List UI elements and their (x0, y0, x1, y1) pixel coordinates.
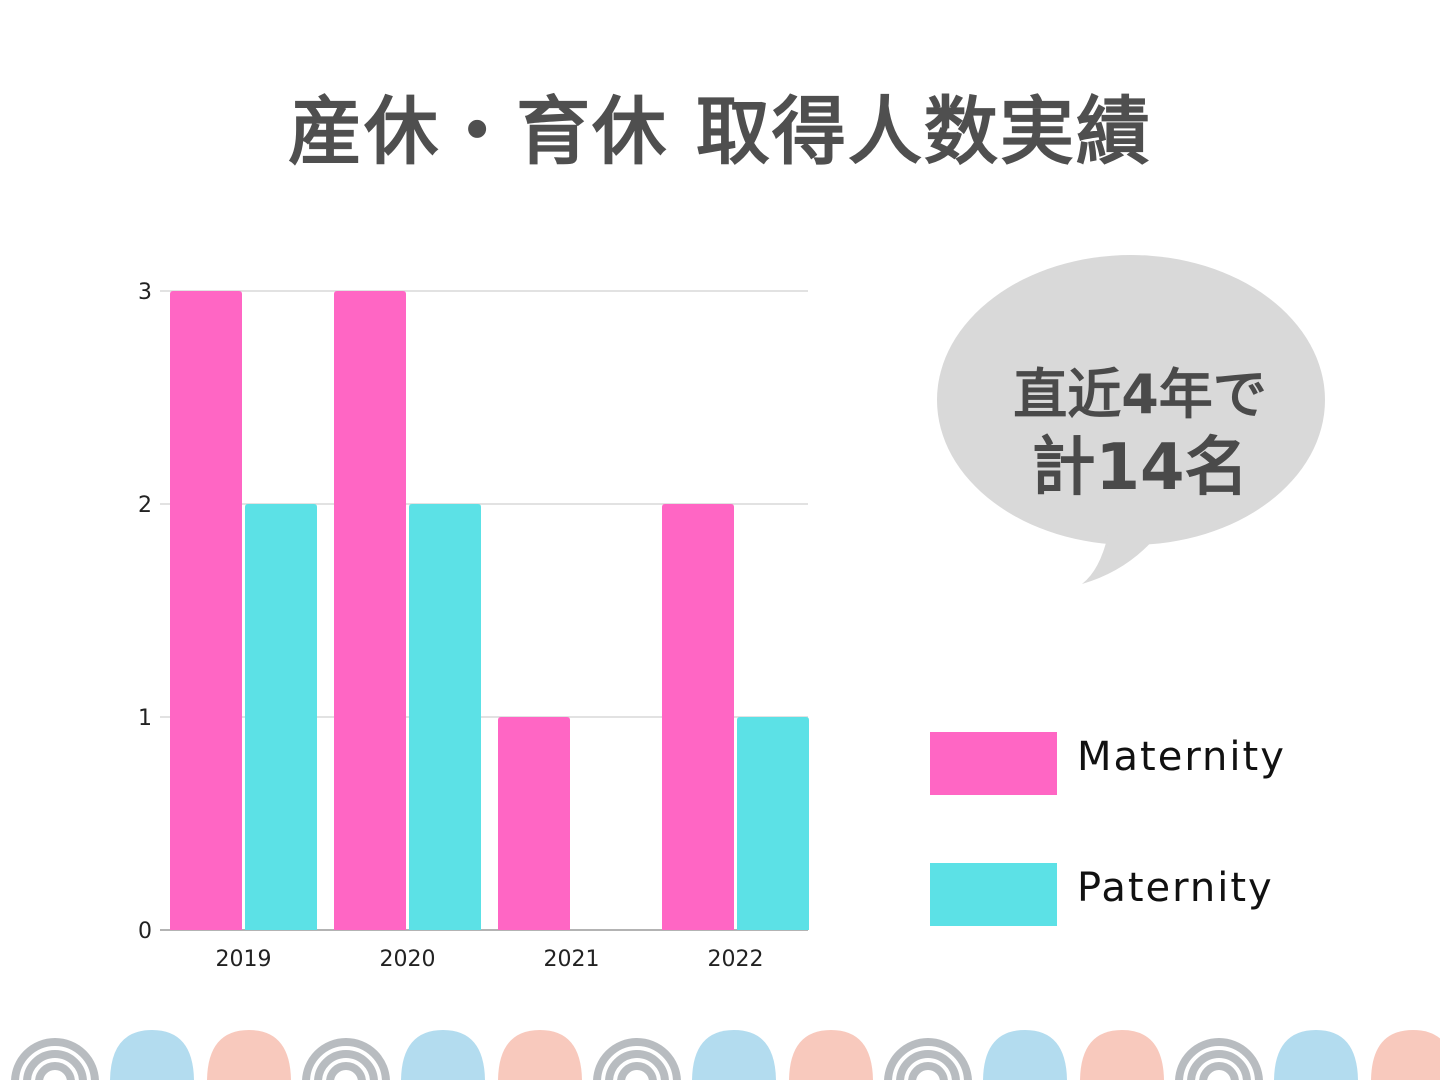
decor-dome (789, 1030, 873, 1080)
x-tick-label: 2019 (216, 947, 272, 972)
decor-dome (207, 1030, 291, 1080)
decor-dome (401, 1030, 485, 1080)
chart-title: 産休・育休 取得人数実績 (288, 89, 1152, 175)
y-tick-label: 3 (138, 280, 152, 305)
decor-arch (908, 1062, 948, 1080)
x-tick-label: 2022 (708, 947, 764, 972)
y-tick-label: 1 (138, 706, 152, 731)
legend-swatch-paternity (930, 863, 1057, 926)
decor-arch (593, 1038, 681, 1080)
decor-arch (896, 1050, 960, 1080)
decor-arch (11, 1038, 99, 1080)
bar-maternity-2021 (498, 717, 570, 930)
decor-arch (326, 1062, 366, 1080)
decor-dome (1080, 1030, 1164, 1080)
decor-dome (1274, 1030, 1358, 1080)
decor-arch (1199, 1062, 1239, 1080)
decor-arch (1187, 1050, 1251, 1080)
decor-arch (35, 1062, 75, 1080)
bar-maternity-2022 (662, 504, 734, 930)
y-tick-label: 0 (138, 919, 152, 944)
bubble-text-line1: 直近4年で (1013, 363, 1267, 426)
speech-bubble-body (937, 255, 1325, 545)
decor-arch (23, 1050, 87, 1080)
bar-paternity-2019 (245, 504, 317, 930)
bar-maternity-2019 (170, 291, 242, 930)
bar-paternity-2022 (737, 717, 809, 930)
x-tick-label: 2021 (544, 947, 600, 972)
decor-dome (498, 1030, 582, 1080)
x-tick-label: 2020 (380, 947, 436, 972)
decor-dome (692, 1030, 776, 1080)
decor-arch (605, 1050, 669, 1080)
bubble-text-line2: 計14名 (1031, 431, 1249, 505)
decor-arch (314, 1050, 378, 1080)
decor-arch (617, 1062, 657, 1080)
decor-arch (1175, 1038, 1263, 1080)
legend-label-paternity: Paternity (1077, 865, 1274, 911)
decor-dome (110, 1030, 194, 1080)
decor-dome (1371, 1030, 1440, 1080)
speech-bubble-tail (1082, 532, 1160, 584)
y-tick-label: 2 (138, 493, 152, 518)
bar-paternity-2020 (409, 504, 481, 930)
legend-label-maternity: Maternity (1077, 734, 1286, 780)
decor-arch (884, 1038, 972, 1080)
decor-arch (302, 1038, 390, 1080)
bar-maternity-2020 (334, 291, 406, 930)
decor-dome (983, 1030, 1067, 1080)
decorative-border (11, 1030, 1440, 1080)
legend-swatch-maternity (930, 732, 1057, 795)
